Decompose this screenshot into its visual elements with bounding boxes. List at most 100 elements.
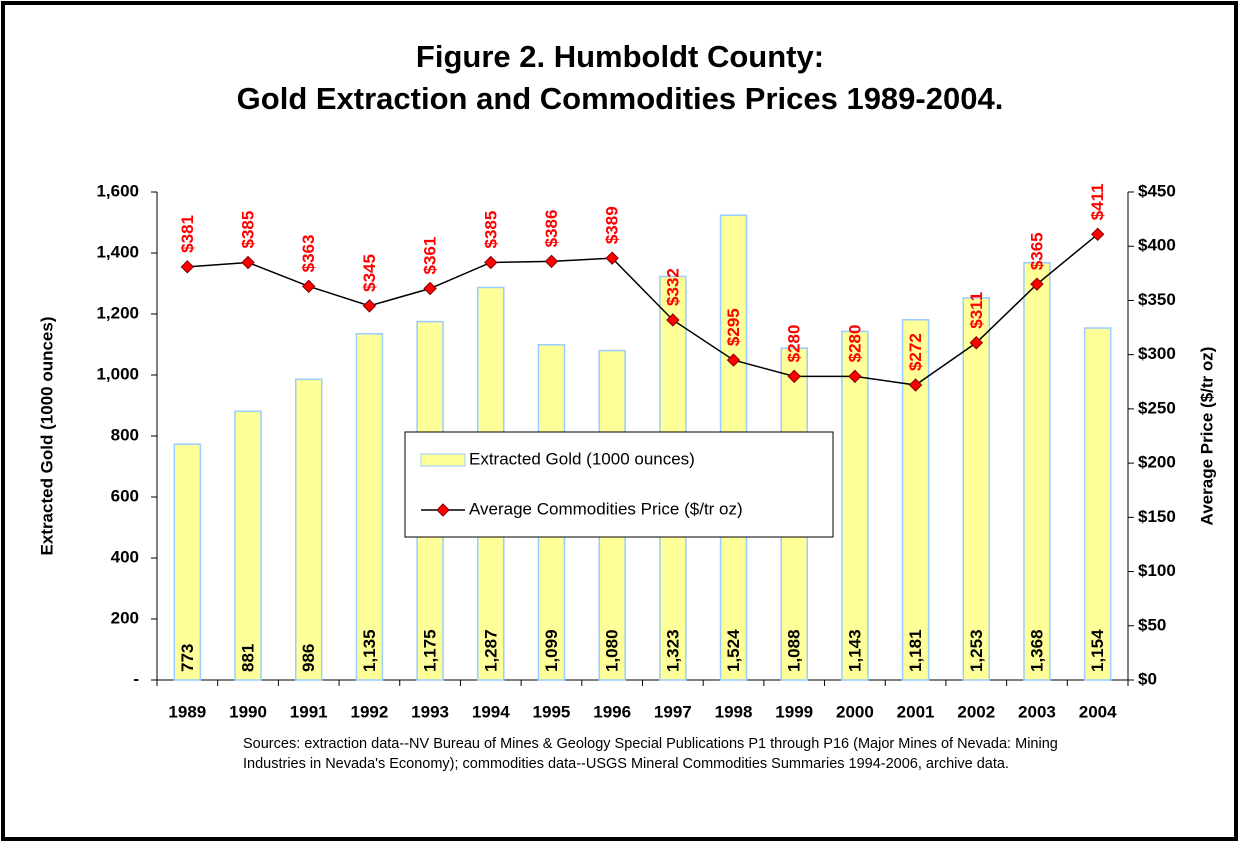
y-tick-label: 200 <box>111 608 139 627</box>
bar <box>173 443 202 681</box>
bar-value-label: 986 <box>299 644 318 672</box>
price-marker <box>241 255 255 270</box>
price-marker <box>787 369 801 384</box>
price-value-label: $361 <box>421 237 440 275</box>
price-marker <box>544 254 559 269</box>
legend-box <box>404 431 834 538</box>
x-tick-label: 1999 <box>775 702 813 721</box>
y2-tick-label: $400 <box>1138 236 1176 255</box>
y2-tick-label: $100 <box>1138 561 1176 580</box>
y2-tick-label: $350 <box>1138 290 1176 309</box>
legend-label: Average Commodities Price ($/tr oz) <box>469 499 743 518</box>
price-marker <box>848 369 862 384</box>
bar-value-label: 1,368 <box>1027 629 1046 672</box>
price-marker <box>908 378 923 392</box>
bar-value-label: 1,253 <box>967 629 986 672</box>
y-tick-label: 1,400 <box>96 242 139 261</box>
bar-value-label: 1,175 <box>421 629 440 672</box>
bar <box>294 378 323 681</box>
price-value-label: $363 <box>299 235 318 273</box>
price-value-label: $411 <box>1088 183 1107 220</box>
x-tick-label: 1998 <box>715 702 753 721</box>
x-tick-label: 1996 <box>593 702 631 721</box>
bar-value-label: 1,524 <box>724 629 743 672</box>
price-marker <box>484 255 498 270</box>
bar <box>234 410 262 681</box>
x-tick-label: 2003 <box>1018 702 1056 721</box>
x-tick-label: 1994 <box>472 702 510 721</box>
source-note: Sources: extraction data--NV Bureau of M… <box>243 736 1058 772</box>
y2-tick-label: $300 <box>1138 344 1176 363</box>
y-tick-label: 1,000 <box>96 364 139 383</box>
bar-value-label: 1,080 <box>603 629 622 672</box>
x-tick-label: 1990 <box>229 702 267 721</box>
y2-axis-title: Average Price ($/tr oz) <box>1197 347 1216 526</box>
bar-value-label: 1,181 <box>906 629 925 672</box>
x-tick-label: 1991 <box>290 702 328 721</box>
price-marker <box>423 281 437 296</box>
bar-value-label: 1,323 <box>663 629 682 672</box>
y2-tick-label: $200 <box>1138 453 1176 472</box>
price-value-label: $272 <box>906 333 925 371</box>
bar-value-label: 1,088 <box>785 629 804 672</box>
y-tick-label: - <box>133 669 139 688</box>
bar <box>1083 327 1112 681</box>
price-marker <box>969 336 983 350</box>
price-value-label: $386 <box>542 210 561 248</box>
y2-tick-label: $50 <box>1138 615 1166 634</box>
price-value-label: $280 <box>785 325 804 363</box>
price-value-label: $332 <box>663 268 682 306</box>
price-marker <box>180 260 195 274</box>
price-marker <box>666 313 680 327</box>
bar-value-label: 1,154 <box>1088 629 1107 672</box>
price-line <box>187 233 1099 386</box>
price-value-label: $345 <box>360 254 379 292</box>
bar-value-label: 1,099 <box>542 629 561 672</box>
y-axis-title: Extracted Gold (1000 ounces) <box>37 316 56 555</box>
x-tick-label: 1993 <box>411 702 449 721</box>
price-value-label: $280 <box>845 325 864 363</box>
price-marker <box>1030 277 1044 291</box>
price-value-label: $365 <box>1027 232 1046 270</box>
y-tick-label: 600 <box>111 486 139 505</box>
x-tick-label: 1992 <box>350 702 388 721</box>
x-tick-label: 1995 <box>533 702 571 721</box>
y-tick-label: 400 <box>111 547 139 566</box>
price-marker <box>362 299 377 313</box>
price-value-label: $385 <box>481 211 500 249</box>
price-marker <box>605 251 619 265</box>
price-marker <box>726 353 741 367</box>
y2-tick-label: $0 <box>1138 669 1157 688</box>
x-tick-label: 1997 <box>654 702 692 721</box>
legend-swatch <box>420 453 466 467</box>
bar <box>841 330 869 681</box>
price-value-label: $385 <box>239 211 258 249</box>
chart-title: Figure 2. Humboldt County: <box>416 39 824 74</box>
bar-value-label: 1,287 <box>481 629 500 672</box>
bar-value-label: 1,135 <box>360 629 379 672</box>
y-tick-label: 800 <box>111 425 139 444</box>
price-value-label: $311 <box>967 292 986 329</box>
x-tick-label: 2000 <box>836 702 874 721</box>
price-marker <box>1090 227 1105 242</box>
legend-label: Extracted Gold (1000 ounces) <box>469 449 695 468</box>
bar <box>355 333 384 681</box>
x-tick-label: 2004 <box>1079 702 1117 721</box>
bar-value-label: 1,143 <box>845 629 864 672</box>
price-value-label: $295 <box>724 308 743 346</box>
price-marker <box>302 279 316 294</box>
bar-value-label: 881 <box>239 644 258 672</box>
x-tick-label: 2002 <box>957 702 995 721</box>
x-tick-label: 2001 <box>897 702 935 721</box>
bar <box>901 319 930 681</box>
y-tick-label: 1,200 <box>96 303 139 322</box>
bar-value-label: 773 <box>178 644 197 672</box>
legend-marker <box>436 503 450 517</box>
bar <box>1023 262 1051 681</box>
y2-tick-label: $450 <box>1138 181 1176 200</box>
bar <box>962 297 991 681</box>
y-tick-label: 1,600 <box>96 181 139 200</box>
y2-tick-label: $250 <box>1138 398 1176 417</box>
price-value-label: $381 <box>178 215 197 253</box>
